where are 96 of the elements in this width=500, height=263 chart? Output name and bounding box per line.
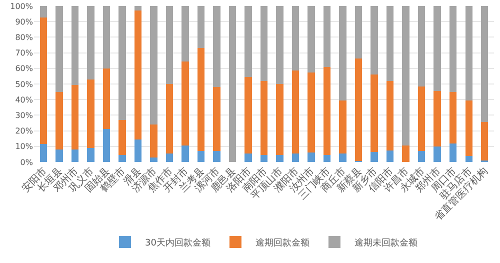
bar [260,6,268,81]
legend-label: 逾期回款金额 [255,238,310,249]
bar [260,80,268,155]
bar [481,122,488,160]
bar [339,153,346,162]
bar [450,6,457,92]
bar [102,68,110,130]
y-tick-label: 40% [15,95,34,104]
bar [481,6,488,122]
bar [244,153,252,162]
y-tick-label: 10% [15,142,34,152]
bar [150,6,158,125]
bar [182,61,189,146]
bar [87,79,94,148]
bar [56,150,63,162]
bar [354,6,362,58]
bar [465,100,472,156]
bar [244,6,252,77]
bar [292,153,300,162]
bar [134,10,142,140]
bar [40,6,47,18]
bar [339,6,346,100]
bar [418,151,426,162]
y-tick-label: 50% [15,80,34,89]
bar [402,6,410,146]
bar [370,6,378,75]
bar [292,70,300,154]
bar [354,58,362,162]
bar [386,6,394,81]
y-tick-label: 20% [15,126,34,136]
y-tick-label: 70% [15,48,34,58]
bar [71,84,78,150]
bar [465,6,472,100]
bar [213,151,220,162]
bar [323,154,331,162]
bar [40,144,47,162]
bar [87,6,94,80]
bar [56,92,63,150]
y-tick-label: 0% [20,158,34,167]
bar [402,146,410,162]
bar [150,157,158,162]
bar [150,124,158,158]
bar [418,6,426,86]
bar [276,6,284,84]
bar [134,139,142,162]
bar [308,6,315,72]
bar [292,6,300,71]
bar [386,150,394,162]
bar [323,66,331,155]
bar [182,146,189,162]
bar [276,84,284,155]
bar [56,6,63,92]
y-tick-label: 30% [15,111,34,120]
bar [244,76,252,154]
bar [166,6,174,84]
bar [370,152,378,162]
y-tick-label: 90% [15,17,34,26]
bar [87,148,94,162]
bar [465,156,472,162]
bar [370,74,378,152]
bar [276,154,284,162]
bar [197,6,205,48]
bar [182,6,189,62]
bar [450,143,457,162]
bar [197,48,205,152]
bar [434,91,441,146]
bar [118,154,126,162]
bar [386,80,394,150]
bar [434,146,441,162]
legend-label: 逾期未回款金额 [354,238,418,249]
bar [228,6,236,162]
bar [40,18,47,144]
bar [118,120,126,155]
bar [102,129,110,162]
bar [71,6,78,85]
bar [197,151,205,162]
bar [166,84,174,154]
bar [134,6,142,11]
legend-label: 30天内回款金额 [145,238,210,249]
bar [260,154,268,162]
bar [323,6,331,67]
bar [418,86,426,152]
bar [339,100,346,154]
bar [213,6,220,88]
bar [308,72,315,153]
bar [308,152,315,162]
bar [450,92,457,144]
bar [118,6,126,120]
bar [213,87,220,152]
bar [434,6,441,92]
y-tick-label: 60% [15,64,34,74]
y-tick-label: 80% [15,33,34,42]
bar [102,6,110,68]
bar [71,150,78,162]
y-tick-label: 100% [10,2,34,11]
bar [166,153,174,162]
